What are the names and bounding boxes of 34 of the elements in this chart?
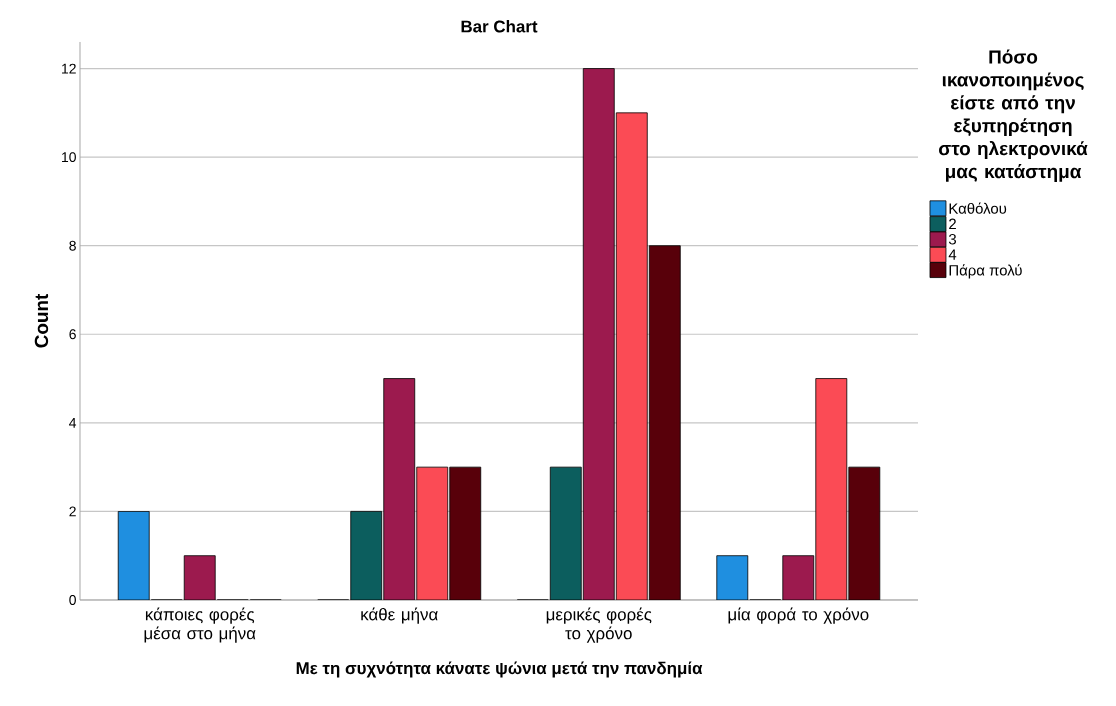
y-tick-label: 8 [69, 240, 76, 251]
y-tick-label: 2 [69, 506, 76, 517]
bar [350, 511, 383, 600]
legend-label: Καθόλου [949, 202, 1007, 214]
x-tick-label: κάθε μήνα [361, 607, 438, 624]
bar [648, 245, 681, 600]
x-tick-label: μία φορά το χρόνο [728, 607, 869, 624]
bar [549, 466, 582, 600]
y-tick-label: 4 [69, 418, 77, 428]
y-tick-label: 6 [69, 329, 76, 340]
bar [582, 68, 615, 600]
y-axis-title: Count [34, 293, 49, 348]
x-tick-label: κάποιες φορές μέσα στο μήνα [144, 607, 256, 643]
bar [815, 378, 848, 600]
bar [117, 511, 150, 600]
legend-label: 2 [949, 218, 956, 230]
legend-title: Πόσο ικανοποιημένος είστε από την εξυπηρέτηση στο ηλεκτρονικά μας κατάστημα [939, 49, 1088, 182]
bar [615, 112, 648, 600]
legend-label: 3 [948, 233, 957, 245]
chart-title: Bar Chart [461, 20, 538, 33]
legend-label: Πάρα πολύ [949, 264, 1022, 279]
x-axis-title: Με τη συχνότητα κάνατε ψώνια μετά την πανδημία [296, 661, 703, 678]
bar [416, 466, 449, 600]
y-tick-label: 0 [69, 595, 76, 605]
bar [716, 555, 749, 600]
y-tick-label: 12 [62, 63, 76, 74]
bar [383, 378, 416, 600]
bar [782, 555, 815, 600]
legend-label: 4 [948, 249, 957, 260]
bar [449, 466, 482, 600]
x-tick-label: μερικές φορές το χρόνο [546, 607, 652, 643]
y-tick-label: 10 [62, 152, 76, 163]
bar [848, 466, 881, 600]
bar [183, 555, 216, 600]
